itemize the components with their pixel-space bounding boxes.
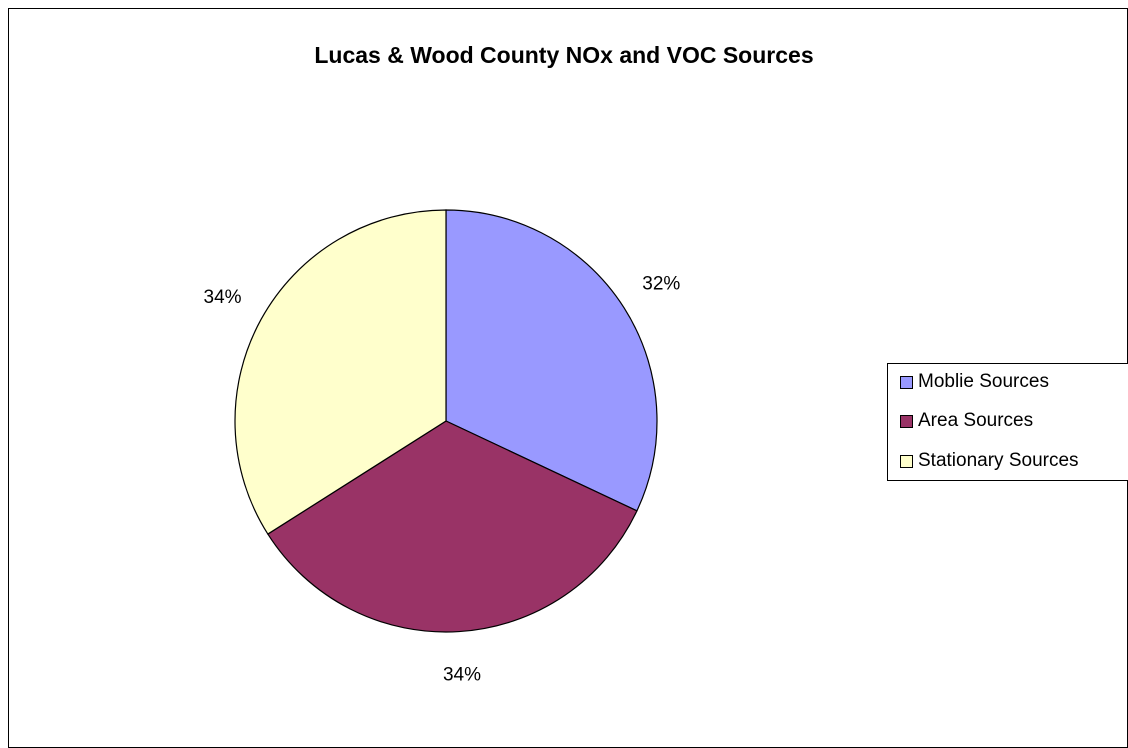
legend-item-area: Area Sources [900, 409, 1033, 433]
legend-label-mobile: Moblie Sources [918, 371, 1049, 392]
legend-swatch-mobile [900, 375, 913, 389]
pie-slice-stationary [234, 209, 447, 535]
data-label-mobile: 32% [642, 273, 680, 294]
legend-item-mobile: Moblie Sources [900, 370, 1049, 394]
data-label-stationary: 34% [204, 287, 242, 308]
data-label-area: 34% [443, 665, 481, 686]
pie-slice-mobile [445, 209, 658, 512]
legend-label-area: Area Sources [918, 410, 1034, 431]
legend-label-stationary: Stationary Sources [918, 450, 1079, 471]
pie-slice-area [267, 420, 638, 633]
chart-title: Lucas & Wood County NOx and VOC Sources [314, 42, 814, 68]
legend: Moblie Sources Area Sources Stationary S… [887, 363, 1128, 481]
legend-item-stationary: Stationary Sources [900, 449, 1079, 473]
legend-swatch-area [900, 414, 913, 428]
legend-swatch-stationary [900, 454, 913, 468]
